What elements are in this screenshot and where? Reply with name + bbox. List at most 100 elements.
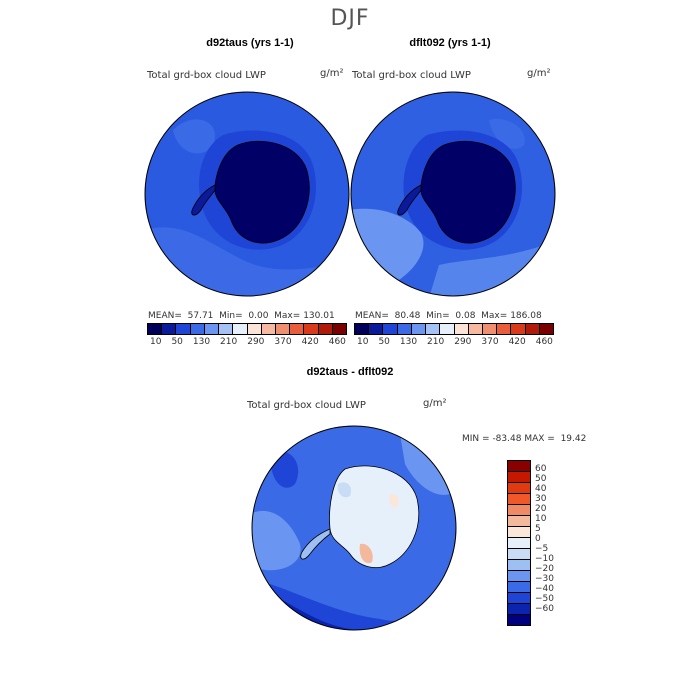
panel1-field-label: Total grd-box cloud LWP: [147, 70, 266, 81]
colorbar-tick-label: 290: [454, 337, 472, 347]
panel2-patch: [489, 119, 525, 149]
panel3-max-label: MAX =: [524, 434, 555, 444]
panel2-min-value: 0.08: [455, 311, 476, 321]
colorbar-swatch: [525, 324, 540, 334]
colorbar-level-label: 0: [535, 534, 541, 544]
colorbar-swatch: [332, 324, 347, 334]
panel2-max-label: Max=: [481, 311, 508, 321]
colorbar-swatch: [383, 324, 398, 334]
panel2-field-label: Total grd-box cloud LWP: [352, 70, 471, 81]
colorbar-tick-label: 370: [481, 337, 499, 347]
panel3-min-value: -83.48: [492, 434, 522, 444]
colorbar-swatch: [190, 324, 205, 334]
panel1-colorbar-ticks: 10 50 130 210 290 370 420 460: [150, 337, 346, 347]
colorbar-level-label: −50: [535, 594, 554, 604]
colorbar-swatch: [397, 324, 412, 334]
panel3-negative-patch: [337, 482, 352, 498]
panel2-title: dflt092 (yrs 1-1): [409, 37, 491, 49]
colorbar-swatch: [233, 324, 248, 334]
panel2-map: [350, 91, 556, 297]
panel1-mean-label: MEAN=: [148, 311, 182, 321]
panel3-colorbar-labels: 60 50 40 30 20 10 5 0 −5 −10 −20 −30 −40 −50 −60: [535, 464, 554, 614]
colorbar-swatch: [440, 324, 455, 334]
colorbar-swatch: [508, 549, 530, 560]
panel2-mean-value: 80.48: [394, 311, 421, 321]
panel1-mean-value: 57.71: [187, 311, 214, 321]
colorbar-swatch: [508, 593, 530, 604]
colorbar-level-label: −10: [535, 554, 554, 564]
panel1-map: [144, 91, 350, 297]
colorbar-tick-label: 370: [274, 337, 292, 347]
colorbar-level-label: −30: [535, 574, 554, 584]
panel2-mean-label: MEAN=: [355, 311, 389, 321]
colorbar-swatch: [148, 324, 163, 334]
colorbar-swatch: [508, 527, 530, 538]
colorbar-swatch: [508, 472, 530, 483]
panel1-units: g/m²: [320, 68, 344, 79]
colorbar-swatch: [511, 324, 526, 334]
panel2-min-label: Min=: [426, 311, 450, 321]
colorbar-swatch: [162, 324, 177, 334]
colorbar-tick-label: 210: [220, 337, 238, 347]
panel1-min-label: Min=: [219, 311, 243, 321]
colorbar-swatch: [355, 324, 370, 334]
panel2-colorbar-ticks: 10 50 130 210 290 370 420 460: [357, 337, 553, 347]
colorbar-swatch: [508, 461, 530, 472]
colorbar-tick-label: 420: [301, 337, 319, 347]
colorbar-swatch: [508, 483, 530, 494]
colorbar-level-label: −40: [535, 584, 554, 594]
colorbar-swatch: [468, 324, 483, 334]
panel3-max-value: 19.42: [560, 434, 587, 444]
panel3-map: [251, 425, 457, 631]
panel3-antarctica: [329, 465, 420, 568]
colorbar-swatch: [539, 324, 554, 334]
panel3-positive-patch-2: [389, 493, 399, 508]
colorbar-swatch: [304, 324, 319, 334]
colorbar-level-label: 5: [535, 524, 541, 534]
panel1-min-value: 0.00: [248, 311, 269, 321]
colorbar-tick-label: 130: [192, 337, 211, 347]
colorbar-tick-label: 460: [328, 337, 346, 347]
colorbar-swatch: [508, 538, 530, 549]
colorbar-level-label: 50: [535, 474, 547, 484]
colorbar-tick-label: 50: [378, 337, 390, 347]
panel2-peninsula: [397, 184, 422, 216]
colorbar-swatch: [219, 324, 234, 334]
colorbar-swatch: [454, 324, 469, 334]
panel3-title: d92taus - dflt092: [306, 366, 394, 378]
panel1-peninsula: [191, 184, 216, 216]
colorbar-swatch: [508, 571, 530, 582]
colorbar-swatch: [508, 560, 530, 571]
colorbar-swatch: [426, 324, 441, 334]
colorbar-swatch: [318, 324, 333, 334]
colorbar-swatch: [508, 516, 530, 527]
panel3-peninsula: [300, 528, 331, 560]
panel3-light-band-1: [252, 510, 301, 571]
colorbar-swatch: [176, 324, 191, 334]
colorbar-tick-label: 290: [247, 337, 265, 347]
colorbar-swatch: [482, 324, 498, 334]
colorbar-swatch: [261, 324, 276, 334]
panel3-colorbar: [507, 460, 531, 626]
panel3-field-label: Total grd-box cloud LWP: [247, 400, 366, 411]
panel2-units: g/m²: [527, 68, 551, 79]
panel1-colorbar: [147, 323, 347, 335]
colorbar-tick-label: 210: [427, 337, 445, 347]
panel1-title: d92taus (yrs 1-1): [206, 37, 294, 49]
colorbar-tick-label: 460: [535, 337, 553, 347]
colorbar-level-label: 30: [535, 494, 547, 504]
colorbar-swatch: [369, 324, 384, 334]
colorbar-swatch: [508, 615, 530, 625]
panel1-max-label: Max=: [274, 311, 301, 321]
colorbar-level-label: −20: [535, 564, 554, 574]
colorbar-swatch: [508, 582, 530, 593]
colorbar-level-label: 40: [535, 484, 547, 494]
panel1-lighter-band: [145, 227, 349, 296]
panel1-max-value: 130.01: [303, 311, 335, 321]
panel2-colorbar: [354, 323, 554, 335]
panel3-light-band-2: [400, 434, 450, 495]
colorbar-swatch: [508, 494, 530, 505]
colorbar-swatch: [508, 604, 530, 615]
colorbar-level-label: 10: [535, 514, 547, 524]
colorbar-swatch: [411, 324, 427, 334]
